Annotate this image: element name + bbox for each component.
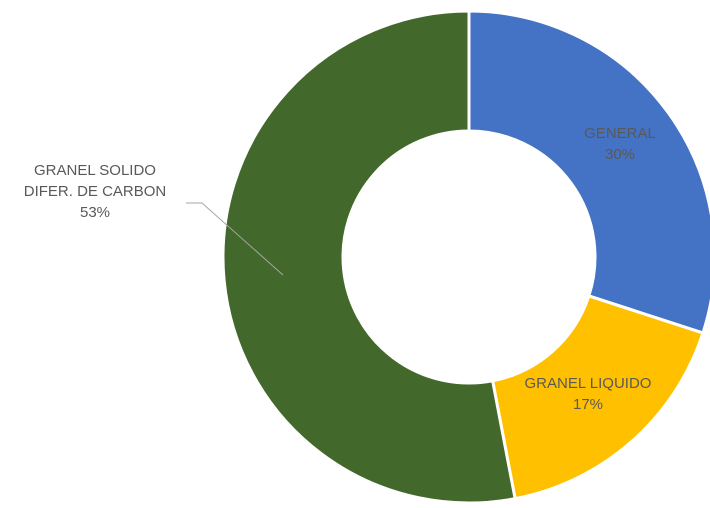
slice-category-label: GRANEL SOLIDO xyxy=(34,162,156,179)
data-label-granel-solido-difer-de-carbon: GRANEL SOLIDO DIFER. DE CARBON 53% xyxy=(24,162,167,221)
slice-percent-label: 53% xyxy=(80,204,110,221)
data-label-granel-liquido: GRANEL LIQUIDO 17% xyxy=(525,375,652,413)
data-label-general: GENERAL 30% xyxy=(584,125,656,163)
slice-category-label: DIFER. DE CARBON xyxy=(24,183,167,200)
slice-percent-label: 17% xyxy=(573,396,603,413)
slice-granel-solido-difer-de-carbon xyxy=(221,9,517,505)
slice-general xyxy=(467,9,710,335)
slice-percent-label: 30% xyxy=(605,146,635,163)
slice-category-label: GENERAL xyxy=(584,125,656,142)
slice-granel-liquido xyxy=(490,294,705,501)
slice-category-label: GRANEL LIQUIDO xyxy=(525,375,652,392)
leader-line-granel-solido-difer-de-carbon xyxy=(186,202,284,276)
